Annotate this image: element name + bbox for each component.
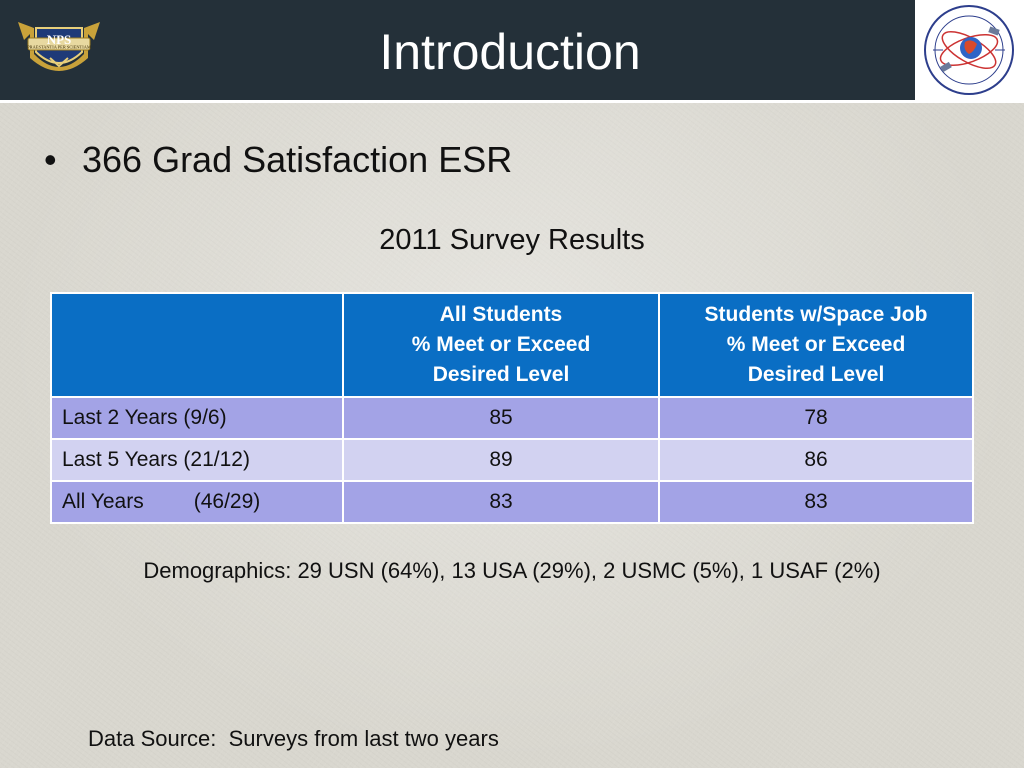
table-header-row: All Students % Meet or Exceed Desired Le…: [50, 292, 974, 398]
slide-title: Introduction: [379, 24, 641, 80]
row-label: All Years (46/29): [50, 480, 344, 524]
space-students-value: 78: [658, 396, 974, 440]
all-students-value: 89: [342, 438, 660, 482]
title-bar: NPS PRAESTANTIA PER SCIENTIAM Introducti…: [0, 0, 1024, 100]
header-divider: [0, 100, 1024, 103]
table-header-space-students: Students w/Space Job % Meet or Exceed De…: [658, 292, 974, 398]
bullet-text: 366 Grad Satisfaction ESR: [82, 139, 513, 180]
row-label: Last 5 Years (21/12): [50, 438, 344, 482]
nps-logo-motto: PRAESTANTIA PER SCIENTIAM: [27, 45, 91, 50]
row-label-b: (46/29): [193, 490, 261, 513]
table-header-empty: [50, 292, 344, 398]
row-label-a: All Years: [62, 490, 144, 513]
space-seal-logo: [915, 0, 1024, 100]
bullet-icon: •: [44, 139, 57, 180]
nps-logo: NPS PRAESTANTIA PER SCIENTIAM: [14, 14, 104, 80]
bullet-point: • 366 Grad Satisfaction ESR: [44, 138, 512, 182]
nps-logo-text: NPS: [47, 32, 72, 47]
row-label: Last 2 Years (9/6): [50, 396, 344, 440]
survey-title: 2011 Survey Results: [379, 224, 645, 256]
space-systems-seal-icon: [924, 5, 1014, 95]
all-students-value: 83: [342, 480, 660, 524]
survey-results-table: All Students % Meet or Exceed Desired Le…: [50, 292, 974, 524]
data-source-note: Data Source: Surveys from last two years: [88, 726, 499, 751]
demographics-note: Demographics: 29 USN (64%), 13 USA (29%)…: [143, 558, 881, 583]
space-students-value: 83: [658, 480, 974, 524]
table-row: Last 5 Years (21/12) 89 86: [50, 438, 974, 482]
table-row: Last 2 Years (9/6) 85 78: [50, 396, 974, 440]
table-header-all-students: All Students % Meet or Exceed Desired Le…: [342, 292, 660, 398]
table-row: All Years (46/29) 83 83: [50, 480, 974, 524]
all-students-value: 85: [342, 396, 660, 440]
space-students-value: 86: [658, 438, 974, 482]
header-all-students-text: All Students % Meet or Exceed Desired Le…: [411, 303, 591, 386]
header-space-students-text: Students w/Space Job % Meet or Exceed De…: [704, 303, 928, 386]
